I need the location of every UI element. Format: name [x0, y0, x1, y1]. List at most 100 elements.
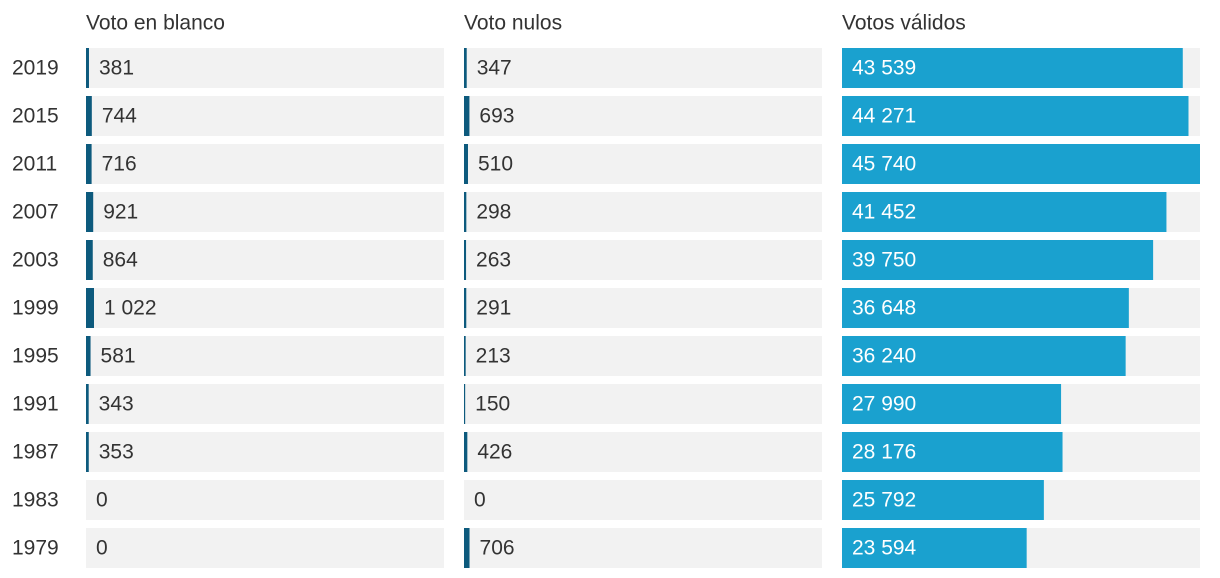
y-tick-label: 1991 [12, 393, 59, 416]
y-tick-label: 1983 [12, 489, 59, 512]
row-background [464, 240, 822, 280]
bar [464, 336, 466, 376]
value-label: 25 792 [852, 489, 916, 512]
value-label: 426 [477, 441, 512, 464]
row-background [86, 240, 444, 280]
value-label: 343 [99, 393, 134, 416]
row-background [464, 144, 822, 184]
value-label: 353 [99, 441, 134, 464]
bar [464, 384, 466, 424]
row-background [464, 48, 822, 88]
value-label: 0 [96, 489, 108, 512]
y-tick-label: 2015 [12, 105, 59, 128]
value-label: 0 [474, 489, 486, 512]
row-background [86, 144, 444, 184]
row-background [464, 288, 822, 328]
bar [464, 432, 468, 472]
value-label: 43 539 [852, 57, 916, 80]
bar [842, 528, 1027, 568]
row-background [464, 384, 822, 424]
bar [842, 240, 1154, 280]
y-tick-label: 2019 [12, 57, 59, 80]
row-background [464, 336, 822, 376]
row-background [464, 192, 822, 232]
y-tick-label: 1999 [12, 297, 59, 320]
value-label: 510 [478, 153, 513, 176]
value-label: 36 648 [852, 297, 916, 320]
value-label: 36 240 [852, 345, 916, 368]
bar [464, 96, 470, 136]
bar [86, 432, 89, 472]
value-label: 27 990 [852, 393, 916, 416]
bar [464, 288, 467, 328]
value-label: 263 [476, 249, 511, 272]
bar [86, 192, 94, 232]
value-label: 28 176 [852, 441, 916, 464]
row-background [86, 480, 444, 520]
value-label: 45 740 [852, 153, 916, 176]
bar [842, 432, 1063, 472]
bar [842, 336, 1126, 376]
row-background [86, 432, 444, 472]
value-label: 291 [476, 297, 511, 320]
row-background [464, 96, 822, 136]
value-label: 39 750 [852, 249, 916, 272]
value-label: 716 [102, 153, 137, 176]
value-label: 298 [476, 201, 511, 224]
row-background [86, 96, 444, 136]
value-label: 23 594 [852, 537, 917, 560]
bar [86, 288, 94, 328]
value-label: 1 022 [104, 297, 157, 320]
panel-title: Votos válidos [842, 12, 966, 35]
row-background [86, 48, 444, 88]
value-label: 213 [476, 345, 511, 368]
bar [464, 144, 468, 184]
value-label: 150 [475, 393, 510, 416]
value-label: 44 271 [852, 105, 916, 128]
row-background [86, 528, 444, 568]
y-tick-label: 2007 [12, 201, 59, 224]
bar [86, 96, 92, 136]
value-label: 41 452 [852, 201, 916, 224]
value-label: 744 [102, 105, 137, 128]
bar [86, 240, 93, 280]
y-tick-label: 1987 [12, 441, 59, 464]
bar [86, 144, 92, 184]
row-background [86, 192, 444, 232]
value-label: 347 [477, 57, 512, 80]
bar [464, 240, 467, 280]
bar [842, 48, 1183, 88]
value-label: 381 [99, 57, 134, 80]
value-label: 0 [96, 537, 108, 560]
row-background [464, 432, 822, 472]
bar [464, 192, 467, 232]
bar [86, 336, 91, 376]
bar [842, 384, 1062, 424]
value-label: 864 [103, 249, 138, 272]
row-background [86, 336, 444, 376]
bar [86, 48, 89, 88]
bar [464, 528, 470, 568]
y-tick-label: 2011 [12, 153, 57, 176]
y-tick-label: 2003 [12, 249, 59, 272]
row-background [464, 480, 822, 520]
bar [842, 144, 1200, 184]
bar [842, 288, 1129, 328]
row-background [86, 384, 444, 424]
bar [842, 480, 1044, 520]
row-background [86, 288, 444, 328]
bar [842, 96, 1189, 136]
y-tick-label: 1995 [12, 345, 59, 368]
bar [86, 384, 89, 424]
row-background [464, 528, 822, 568]
value-label: 693 [479, 105, 514, 128]
panel-title: Voto en blanco [86, 12, 225, 35]
bar [842, 192, 1167, 232]
value-label: 581 [101, 345, 136, 368]
bar [464, 48, 467, 88]
y-tick-label: 1979 [12, 537, 59, 560]
panel-title: Voto nulos [464, 12, 562, 35]
value-label: 921 [103, 201, 138, 224]
value-label: 706 [480, 537, 515, 560]
